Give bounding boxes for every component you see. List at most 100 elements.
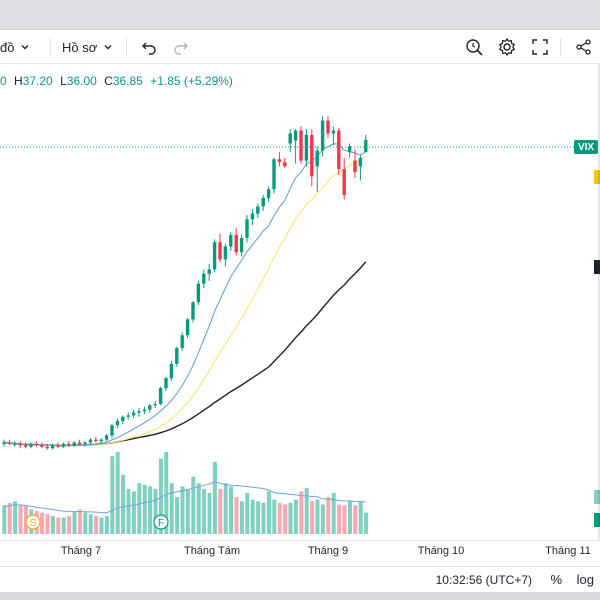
share-icon[interactable] xyxy=(573,36,595,58)
candle-body xyxy=(299,130,303,161)
candle-body xyxy=(94,439,98,442)
profile-menu[interactable]: Hồ sơ xyxy=(62,37,113,57)
x-tick-label: Tháng Tám xyxy=(183,545,241,557)
candle-body xyxy=(88,439,93,443)
split-marker-label: S xyxy=(30,518,37,529)
candle-body xyxy=(115,421,120,426)
candle-body xyxy=(320,120,325,151)
legend-low: 36.00 xyxy=(66,74,97,88)
candle-body xyxy=(358,157,363,167)
volume-bar xyxy=(283,504,288,534)
volume-bar xyxy=(153,488,158,534)
volume-bar xyxy=(320,504,325,534)
volume-bar xyxy=(304,488,309,534)
candle-body xyxy=(131,412,136,416)
volume-bar xyxy=(7,502,12,534)
candle-body xyxy=(77,442,82,444)
candle-body xyxy=(256,206,260,214)
moving-averages xyxy=(3,143,367,514)
candles xyxy=(2,116,368,450)
volume-bar xyxy=(256,501,261,534)
volume-bar xyxy=(142,484,147,534)
candle-body xyxy=(110,425,114,436)
candle-body xyxy=(261,197,265,207)
split-marker[interactable]: S xyxy=(25,514,41,530)
candle-body xyxy=(169,363,174,379)
candle-body xyxy=(326,120,330,134)
candle-body xyxy=(250,213,255,220)
legend-high-label: H xyxy=(14,74,23,88)
candle-body xyxy=(164,378,168,389)
volume-bar xyxy=(364,512,369,534)
volume-bar xyxy=(164,452,169,534)
ma-mid-line xyxy=(3,155,367,446)
candle-body xyxy=(126,415,130,417)
candle-body xyxy=(196,283,201,303)
volume-bar xyxy=(56,517,61,534)
candle-body xyxy=(266,189,271,198)
volume-bar xyxy=(110,456,115,534)
x-tick-label: Tháng 7 xyxy=(60,545,102,557)
volume-bar xyxy=(77,509,82,534)
volume-bar xyxy=(331,493,336,534)
time-axis[interactable] xyxy=(0,540,600,568)
fullscreen-icon[interactable] xyxy=(529,36,551,58)
candle-body xyxy=(13,443,17,445)
volume-bar xyxy=(337,504,342,534)
volume-bar xyxy=(239,501,244,534)
volume-bar xyxy=(347,501,352,534)
candle-body xyxy=(342,169,346,195)
candle-body xyxy=(353,160,357,173)
candle-body xyxy=(191,302,195,320)
candle-body xyxy=(50,445,55,449)
settings-gear-icon[interactable] xyxy=(496,36,518,58)
volume-bar xyxy=(88,514,93,534)
candle-body xyxy=(2,442,6,444)
volume-bars xyxy=(2,452,369,534)
browser-bottom-strip xyxy=(0,592,600,600)
candle-body xyxy=(104,435,109,440)
legend-close: 36.85 xyxy=(112,74,143,88)
volume-bar xyxy=(229,486,234,534)
volume-bar xyxy=(293,499,298,534)
price-chart[interactable]: S F xyxy=(0,92,600,540)
chart-type-menu[interactable]: đồ xyxy=(0,37,30,57)
candle-body xyxy=(223,246,228,260)
redo-icon[interactable] xyxy=(170,36,192,58)
clock-time[interactable]: 10:32:56 (UTC+7) xyxy=(435,573,532,587)
volume-bar xyxy=(223,483,228,534)
financial-marker[interactable]: F xyxy=(153,514,169,530)
volume-bar xyxy=(148,486,153,534)
candle-body xyxy=(34,443,39,446)
browser-top-strip xyxy=(0,0,600,30)
quick-search-icon[interactable] xyxy=(463,36,485,58)
percent-scale-toggle[interactable]: % xyxy=(550,572,562,587)
chart-type-label: đồ xyxy=(0,39,15,55)
candle-body xyxy=(153,403,157,406)
volume-bar xyxy=(358,501,363,534)
volume-bar xyxy=(72,511,77,534)
candle-body xyxy=(72,442,76,446)
right-edge-marker xyxy=(594,170,600,184)
volume-bar xyxy=(353,505,358,534)
volume-bar xyxy=(310,501,315,534)
volume-bar xyxy=(50,515,55,534)
candle-body xyxy=(310,134,314,177)
candle-body xyxy=(56,445,60,447)
volume-bar xyxy=(61,517,66,534)
candle-body xyxy=(23,445,28,447)
undo-icon[interactable] xyxy=(138,36,160,58)
volume-bar xyxy=(104,515,109,534)
right-edge-marker xyxy=(594,260,600,274)
candle-body xyxy=(175,348,179,364)
volume-bar xyxy=(126,488,131,534)
volume-bar xyxy=(18,504,23,534)
log-scale-toggle[interactable]: log xyxy=(576,572,594,587)
right-edge-marker xyxy=(594,490,600,504)
volume-bar xyxy=(299,491,304,534)
toolbar-divider xyxy=(50,38,51,56)
volume-bar xyxy=(196,483,201,534)
volume-bar xyxy=(2,505,7,534)
volume-bar xyxy=(180,486,185,534)
